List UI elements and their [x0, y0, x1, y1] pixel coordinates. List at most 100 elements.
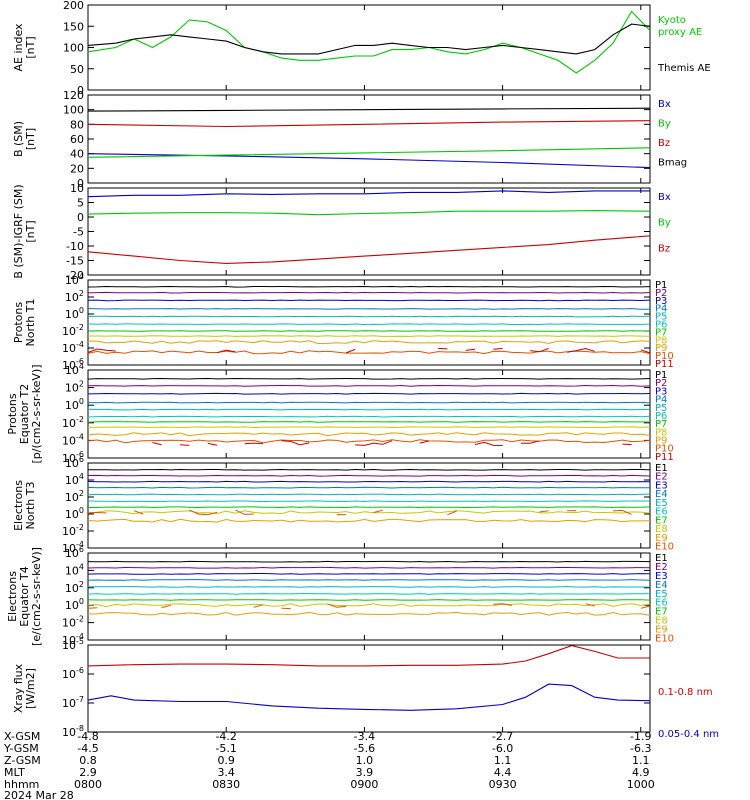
channel-line-P9 [87, 432, 651, 437]
series-line-1 [87, 190, 650, 198]
channel-line-P11 [244, 442, 264, 445]
channel-line-E9 [87, 611, 651, 616]
channel-line-P4 [87, 308, 650, 310]
channel-line-P4 [87, 401, 651, 404]
footer-value-mlt: 3.4 [217, 766, 235, 779]
channel-line-P5 [87, 408, 651, 411]
y-axis-label: ProtonsNorth T1 [12, 299, 37, 347]
channel-line-P11 [530, 347, 549, 353]
y-tick-label: 104 [65, 562, 84, 577]
footer-value-x: -2.7 [492, 730, 513, 743]
footer-value-y: -5.6 [354, 742, 375, 755]
channel-line-P11 [640, 349, 651, 354]
channel-line-E10 [253, 604, 264, 608]
legend-entry: E2 [655, 562, 668, 573]
channel-line-P3 [87, 392, 651, 395]
y-tick-label: -15 [66, 255, 84, 268]
footer-value-hhmm: 1000 [627, 778, 655, 791]
y-tick-label: 100 [63, 42, 84, 55]
legend-entry: E5 [655, 498, 668, 509]
footer-value-z: 0.9 [217, 754, 235, 767]
channel-line-E10 [235, 509, 254, 515]
channel-line-E10 [640, 605, 651, 609]
legend-entry: E10 [655, 542, 674, 553]
legend-entry: E8 [655, 616, 668, 627]
channel-line-P11 [567, 347, 595, 353]
y-axis-label: AE index[nT] [12, 23, 37, 72]
legend-entry: Bz [658, 243, 670, 254]
footer-value-mlt: 4.9 [632, 766, 650, 779]
y-tick-label: 150 [63, 20, 84, 33]
legend-entry: Bmag [658, 158, 687, 169]
legend-entry: E10 [655, 634, 674, 645]
y-tick-label: -5 [73, 226, 84, 239]
legend-entry: E6 [655, 598, 668, 609]
y-tick-label: 40 [70, 148, 84, 161]
series-line-3 [87, 120, 651, 128]
y-tick-label: 0 [77, 211, 84, 224]
legend-entry: P6 [655, 411, 667, 422]
channel-line-E10 [87, 607, 98, 609]
legend-entry: E6 [655, 507, 668, 518]
channel-line-E10 [87, 511, 107, 514]
channel-line-E5 [87, 493, 651, 496]
channel-line-P9 [87, 340, 651, 345]
channel-line-P11 [87, 348, 116, 353]
channel-line-E10 [161, 604, 172, 609]
legend-entry: Kyoto proxy AE [658, 15, 702, 38]
channel-line-E6 [87, 500, 650, 503]
y-tick-label: 10-5 [62, 637, 84, 652]
y-tick-label: 120 [63, 89, 84, 102]
panel-1: 200 150 100 50 0 AE index[nT] Kyoto proxy AE The… [12, 0, 711, 97]
channel-line-E5 [88, 586, 651, 588]
legend-entry: P8 [655, 427, 667, 438]
y-tick-label: 104 [65, 472, 84, 487]
legend-entry: P6 [655, 320, 667, 331]
channel-line-P7 [87, 330, 650, 332]
y-tick-label: -10 [66, 240, 84, 253]
channel-line-P11 [520, 440, 540, 444]
panel-frame [87, 462, 651, 549]
y-tick-label: 104 [65, 362, 84, 377]
footer-value-z: 1.0 [356, 754, 374, 767]
y-tick-label: 102 [65, 380, 84, 395]
channel-line-E10 [373, 509, 383, 513]
y-tick-label: 80 [70, 118, 84, 131]
legend-entry: E5 [655, 589, 668, 600]
legend-entry: 0.1-0.8 nm [658, 687, 713, 698]
legend-entry: E1 [655, 553, 668, 564]
y-tick-label: 106 [65, 455, 84, 470]
legend-entry: P4 [655, 304, 667, 315]
legend-entry: P5 [655, 403, 667, 414]
footer-value-x: -4.2 [215, 730, 236, 743]
y-tick-label: 10-7 [62, 695, 84, 710]
footer-row-label: X-GSM [4, 730, 40, 743]
legend-entry: E9 [655, 533, 668, 544]
channel-line-P11 [493, 347, 503, 350]
series-line-2 [87, 23, 651, 55]
y-axis-label: B (SM)-IGRF (SM)[nT] [12, 184, 37, 278]
y-tick-label: 50 [70, 63, 84, 76]
channel-line-P2 [87, 384, 651, 387]
panel-frame [87, 644, 651, 733]
channel-line-P6 [87, 323, 651, 326]
legend-entry: 0.05-0.4 nm [658, 729, 719, 740]
channel-line-E10 [585, 603, 595, 607]
legend-entry: P2 [655, 378, 667, 389]
footer-row-label: hhmm [4, 778, 39, 791]
legend-entry: E3 [655, 480, 668, 491]
y-tick-label: 100 [65, 306, 84, 321]
channel-line-P8 [87, 426, 651, 429]
channel-line-E8 [87, 603, 651, 608]
y-tick-label: 60 [70, 133, 84, 146]
legend-entry: P5 [655, 312, 667, 323]
footer-value-y: -6.3 [630, 742, 651, 755]
channel-line-E2 [87, 566, 651, 569]
legend-entry: E7 [655, 515, 668, 526]
legend-entry: E7 [655, 607, 668, 618]
channel-line-E10 [493, 603, 512, 606]
